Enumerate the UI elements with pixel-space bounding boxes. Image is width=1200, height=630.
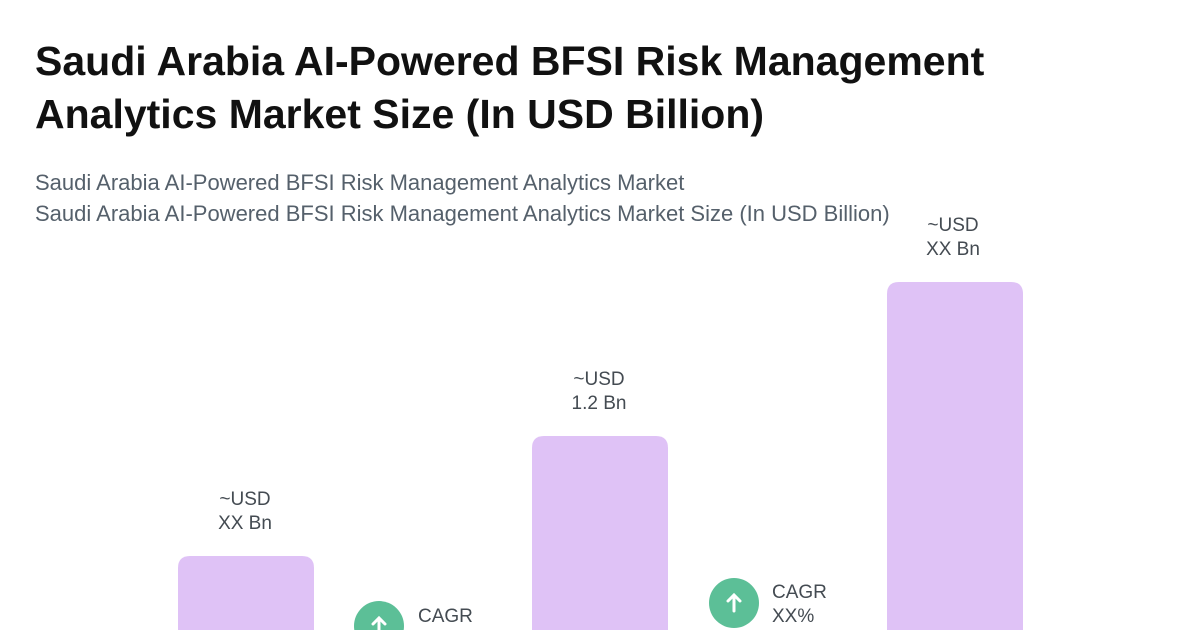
- cagr-icon: [709, 578, 759, 628]
- bar-label: ~USD: [927, 215, 978, 236]
- subtitle: Saudi Arabia AI-Powered BFSI Risk Manage…: [35, 170, 684, 195]
- bar-label: XX Bn: [218, 513, 272, 534]
- bar-label: 1.2 Bn: [572, 393, 627, 414]
- bar-label: XX Bn: [926, 239, 980, 260]
- bar-label: ~USD: [573, 369, 624, 390]
- bar-label: ~USD: [219, 489, 270, 510]
- cagr-label: CAGR: [772, 582, 827, 603]
- cagr-label: CAGR: [418, 606, 473, 627]
- subtitle: Saudi Arabia AI-Powered BFSI Risk Manage…: [35, 201, 890, 226]
- title: Analytics Market Size (In USD Billion): [35, 91, 764, 137]
- bar: [887, 282, 1023, 630]
- cagr-icon: [354, 601, 404, 630]
- cagr-label: XX%: [772, 606, 814, 627]
- bar: [178, 556, 314, 630]
- title: Saudi Arabia AI-Powered BFSI Risk Manage…: [35, 38, 985, 84]
- bar: [532, 436, 668, 630]
